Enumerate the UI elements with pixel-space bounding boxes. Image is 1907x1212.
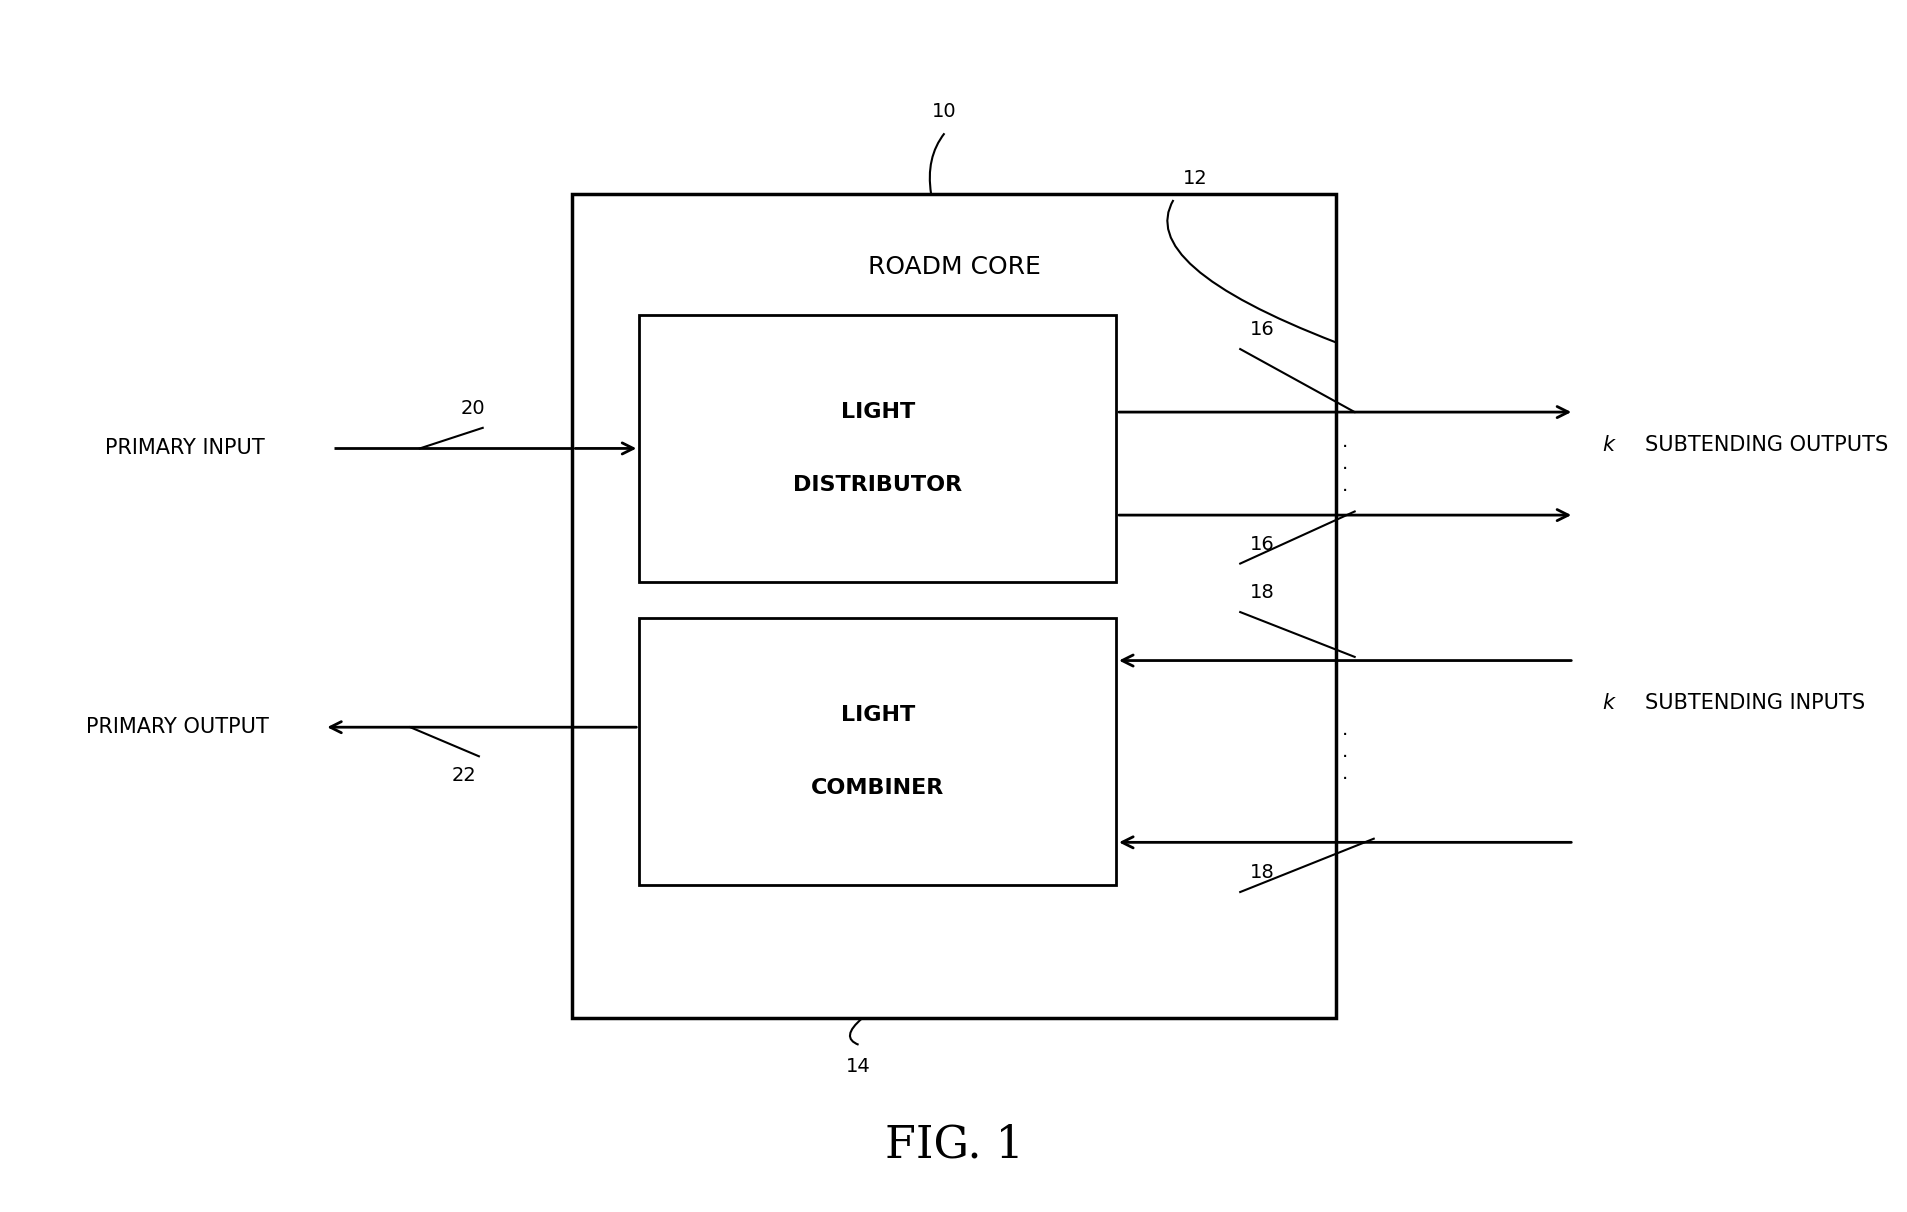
Text: 18: 18 [1249, 583, 1274, 602]
Text: 18: 18 [1249, 863, 1274, 882]
Text: 16: 16 [1249, 320, 1274, 339]
FancyBboxPatch shape [572, 194, 1335, 1018]
Text: 20: 20 [461, 399, 484, 418]
Text: 14: 14 [847, 1057, 870, 1076]
Text: k: k [1602, 693, 1621, 713]
Text: COMBINER: COMBINER [810, 778, 944, 797]
Text: k: k [1602, 435, 1621, 454]
Text: SUBTENDING OUTPUTS: SUBTENDING OUTPUTS [1644, 435, 1886, 454]
Text: ROADM CORE: ROADM CORE [868, 255, 1039, 279]
Text: .
.
.: . . . [1341, 433, 1348, 494]
Text: PRIMARY INPUT: PRIMARY INPUT [105, 439, 265, 458]
Text: PRIMARY OUTPUT: PRIMARY OUTPUT [86, 718, 269, 737]
Text: FIG. 1: FIG. 1 [885, 1124, 1022, 1167]
Text: .
.
.: . . . [1341, 720, 1348, 783]
Text: 22: 22 [452, 766, 475, 785]
Text: LIGHT: LIGHT [841, 705, 913, 725]
Text: 10: 10 [933, 102, 955, 121]
Text: LIGHT: LIGHT [841, 402, 913, 422]
FancyBboxPatch shape [639, 618, 1116, 885]
Text: SUBTENDING INPUTS: SUBTENDING INPUTS [1644, 693, 1863, 713]
Text: 16: 16 [1249, 534, 1274, 554]
FancyBboxPatch shape [639, 315, 1116, 582]
Text: 12: 12 [1182, 168, 1207, 188]
Text: DISTRIBUTOR: DISTRIBUTOR [793, 475, 961, 494]
